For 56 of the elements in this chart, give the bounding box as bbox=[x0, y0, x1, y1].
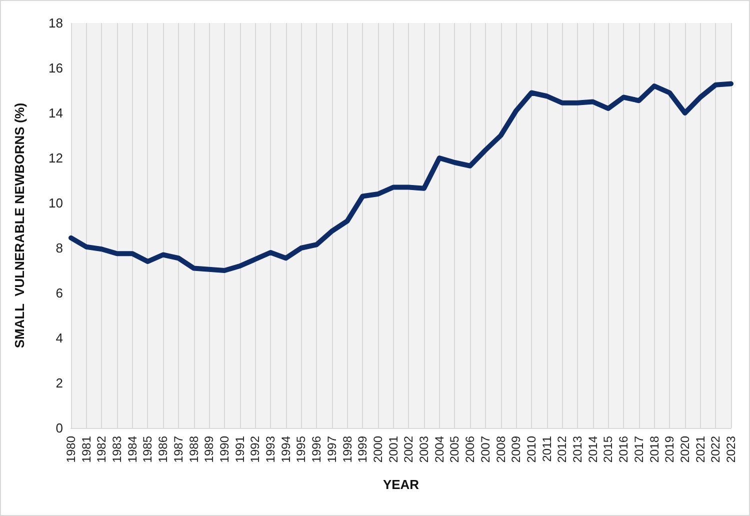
x-tick-label: 1982 bbox=[94, 436, 109, 463]
y-tick-label: 4 bbox=[56, 330, 63, 346]
y-tick-label: 10 bbox=[48, 196, 63, 210]
x-tick-label: 1998 bbox=[340, 436, 354, 463]
y-tick-label: 14 bbox=[48, 106, 63, 120]
y-tick-label: 6 bbox=[56, 286, 63, 300]
x-tick-label: 2017 bbox=[632, 436, 646, 463]
x-tick-label: 2023 bbox=[724, 436, 738, 463]
y-tick-label: 8 bbox=[56, 240, 63, 256]
x-tick-label: 2012 bbox=[555, 436, 570, 463]
x-tick-label: 1989 bbox=[202, 436, 216, 463]
x-tick-label: 2010 bbox=[524, 436, 538, 463]
x-tick-label: 2009 bbox=[509, 436, 524, 463]
x-tick-label: 1996 bbox=[310, 436, 324, 463]
x-tick-label: 2011 bbox=[540, 436, 554, 462]
x-tick-label: 2000 bbox=[370, 436, 385, 463]
x-tick-label: 2013 bbox=[570, 436, 585, 463]
x-tick-label: 1986 bbox=[156, 436, 170, 463]
x-axis-title: YEAR bbox=[382, 477, 420, 492]
x-tick-label: 1987 bbox=[171, 436, 186, 463]
x-tick-label: 1994 bbox=[278, 436, 293, 463]
x-tick-label: 2022 bbox=[708, 436, 723, 463]
x-tick-label: 1980 bbox=[64, 436, 78, 463]
x-tick-label: 1983 bbox=[110, 436, 124, 463]
y-tick-label: 16 bbox=[48, 60, 63, 76]
x-tick-label: 1991 bbox=[232, 436, 247, 463]
y-axis-title: SMALL VULNERABLE NEWBORNS (%) bbox=[12, 102, 27, 348]
x-tick-label: 1992 bbox=[248, 436, 262, 463]
x-tick-label: 1997 bbox=[324, 436, 339, 463]
x-tick-label: 1990 bbox=[217, 436, 232, 463]
x-tick-label: 2001 bbox=[386, 436, 400, 463]
x-tick-label: 2021 bbox=[693, 436, 708, 463]
x-tick-label: 2007 bbox=[478, 436, 492, 463]
y-tick-label: 2 bbox=[56, 376, 63, 390]
x-tick-label: 1985 bbox=[140, 436, 155, 463]
y-tick-label: 18 bbox=[48, 16, 63, 30]
x-tick-label: 2003 bbox=[417, 436, 432, 463]
x-tick-label: 2005 bbox=[448, 436, 462, 463]
x-tick-label: 1993 bbox=[264, 436, 278, 463]
x-tick-label: 2006 bbox=[463, 436, 478, 463]
y-tick-label: 0 bbox=[56, 420, 63, 436]
x-tick-label: 2020 bbox=[678, 436, 692, 463]
x-tick-label: 1999 bbox=[356, 436, 370, 463]
x-tick-label: 2008 bbox=[494, 436, 508, 463]
x-tick-label: 1988 bbox=[186, 436, 201, 463]
x-tick-label: 2014 bbox=[586, 436, 600, 463]
x-tick-label: 2004 bbox=[432, 436, 446, 463]
x-tick-label: 1984 bbox=[125, 436, 140, 463]
x-tick-label: 2002 bbox=[402, 436, 416, 463]
x-tick-label: 2018 bbox=[647, 436, 662, 463]
x-tick-label: 2019 bbox=[662, 436, 677, 463]
x-tick-label: 2016 bbox=[616, 436, 631, 463]
x-tick-label: 2015 bbox=[601, 436, 616, 463]
x-tick-label: 1981 bbox=[79, 436, 94, 463]
y-tick-label: 12 bbox=[48, 150, 63, 166]
x-tick-label: 1995 bbox=[294, 436, 308, 463]
